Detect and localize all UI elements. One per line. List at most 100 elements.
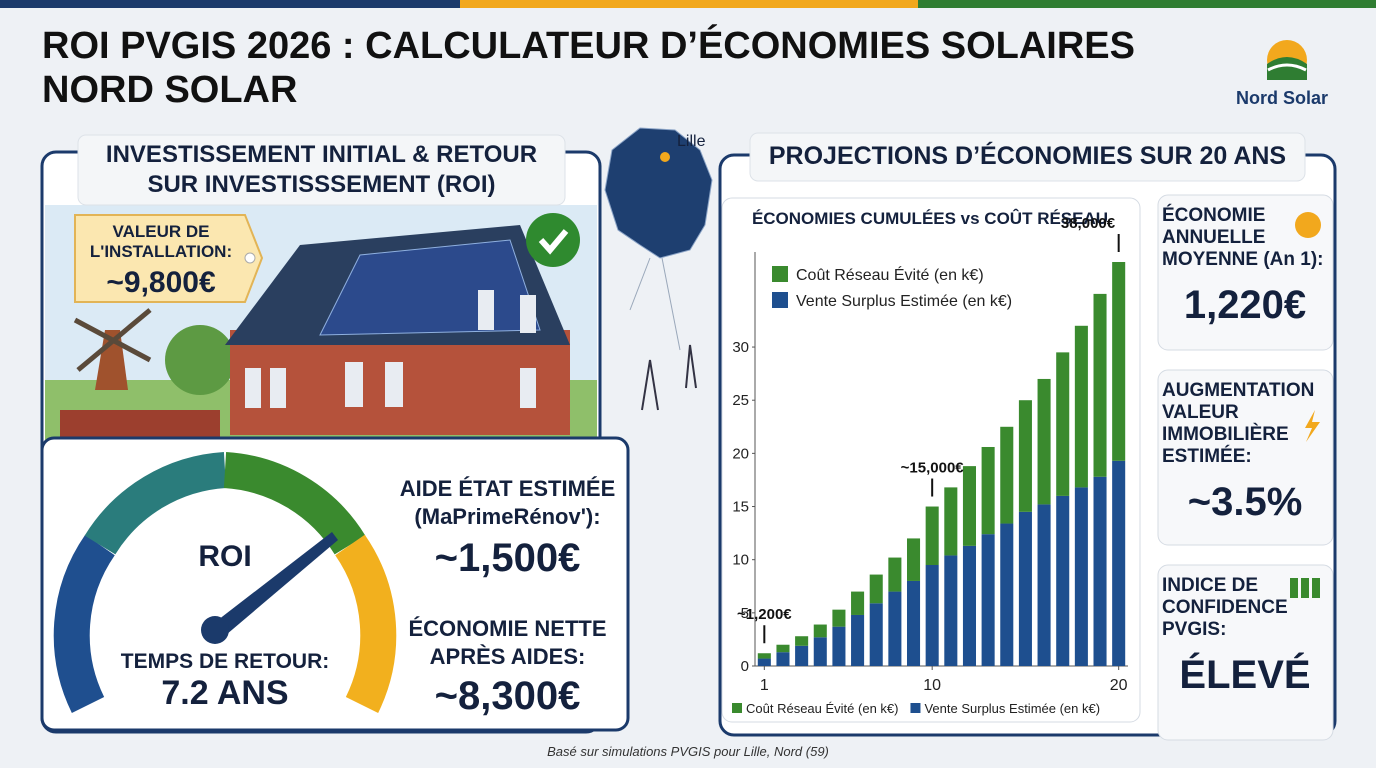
house-illustration <box>45 205 597 440</box>
net-value: ~8,300€ <box>434 674 581 718</box>
gauge <box>53 452 397 713</box>
legend-label: Coût Réseau Évité (en k€) <box>746 701 898 716</box>
bar-segment <box>1018 400 1032 512</box>
bar-segment <box>925 565 939 666</box>
label-line: MOYENNE (An 1): <box>1162 249 1324 270</box>
gauge-label: ROI <box>198 540 252 573</box>
price-tag-hole <box>244 252 256 264</box>
map <box>604 127 713 411</box>
label-line: ÉCONOMIE <box>1162 205 1266 226</box>
bar-segment <box>906 538 921 581</box>
bar-segment <box>1000 426 1014 524</box>
bolt-icon <box>1305 410 1320 442</box>
gauge-needle <box>205 532 338 640</box>
bar-segment <box>832 609 846 627</box>
x-tick-label: 10 <box>923 677 941 694</box>
bar-segment <box>795 645 809 666</box>
bar-segment <box>776 652 790 666</box>
left-title: INVESTISSEMENT INITIAL & RETOUR SUR INVE… <box>78 140 565 200</box>
stat-label: INDICE DE CONFIDENCE PVGIS: <box>1162 575 1302 641</box>
label-line: (MaPrimeRénov'): <box>414 504 601 529</box>
bar-segment <box>962 545 977 666</box>
install-label: VALEUR DE L'INSTALLATION: <box>75 222 247 262</box>
bar-segment <box>1093 293 1107 477</box>
roi-box <box>40 436 630 732</box>
net-label: ÉCONOMIE NETTE APRÈS AIDES: <box>390 615 625 671</box>
bar-segment <box>776 644 790 653</box>
title-line: INVESTISSEMENT INITIAL & RETOUR <box>105 141 538 168</box>
annotation: ~1,200€ <box>737 606 792 623</box>
annotation: 38,000€ <box>1061 215 1116 232</box>
bar-segment <box>888 591 902 666</box>
label-line: INDICE DE <box>1162 575 1259 596</box>
label-line: ANNUELLE <box>1162 227 1266 248</box>
label-line: PVGIS: <box>1162 619 1227 640</box>
stat-card <box>1157 194 1334 351</box>
bar-segment <box>851 591 865 615</box>
stripe <box>0 0 460 8</box>
label-line: CONFIDENCE <box>1162 597 1288 618</box>
label-line: AIDE ÉTAT ESTIMÉE <box>399 476 616 501</box>
bar-segment <box>1074 325 1088 488</box>
y-tick-label: 30 <box>732 339 749 356</box>
stripe <box>918 0 1376 8</box>
chart: ÉCONOMIES CUMULÉES vs COÛT RÉSEAU 0 5 10 15 2… <box>732 209 1128 716</box>
legend-swatch <box>772 292 788 308</box>
stat-card <box>1157 564 1334 741</box>
right-title-box <box>749 132 1306 182</box>
stat-card <box>1157 369 1334 546</box>
bar-segment <box>962 466 977 546</box>
y-tick-label: 0 <box>741 658 749 675</box>
money-icon <box>1295 212 1321 238</box>
payback-label: TEMPS DE RETOUR: <box>120 650 330 673</box>
label-line: AUGMENTATION <box>1162 380 1315 401</box>
bar-segment <box>851 614 865 666</box>
bar-segment <box>1112 460 1126 666</box>
aid-value: ~1,500€ <box>434 536 581 580</box>
label-line: VALEUR <box>1162 402 1239 423</box>
legend-label: Coût Réseau Évité (en k€) <box>796 265 984 284</box>
price-tag <box>74 214 264 303</box>
bar-segment <box>869 574 883 604</box>
bar-segment <box>813 624 827 638</box>
bar-segment <box>944 555 958 666</box>
y-tick-label: 20 <box>732 445 749 462</box>
bar-segment <box>813 637 827 666</box>
bar-segment <box>832 626 846 666</box>
page-title: ROI PVGIS 2026 : CALCULATEUR D’ÉCONOMIES… <box>42 24 1135 112</box>
stat-label: ÉCONOMIE ANNUELLE MOYENNE (An 1): <box>1162 205 1324 271</box>
x-tick-label: 20 <box>1110 677 1128 694</box>
bar-segment <box>906 580 921 666</box>
bar-segment <box>1093 476 1107 666</box>
aid-label: AIDE ÉTAT ESTIMÉE (MaPrimeRénov'): <box>390 475 625 531</box>
stat-value: ÉLEVÉ <box>1179 653 1311 697</box>
bar-segment <box>1037 504 1051 666</box>
stat-value: ~3.5% <box>1187 480 1303 524</box>
bar-segment <box>1074 487 1088 666</box>
y-tick-label: 10 <box>732 552 749 569</box>
bar-segment <box>925 506 939 565</box>
bar-segment <box>981 534 995 666</box>
right-title: PROJECTIONS D’ÉCONOMIES SUR 20 ANS <box>768 142 1287 170</box>
bar-segment <box>981 446 995 535</box>
title-line: ROI PVGIS 2026 : CALCULATEUR D’ÉCONOMIES… <box>42 25 1136 67</box>
label-line: APRÈS AIDES: <box>429 644 586 669</box>
battery-icon <box>1290 578 1320 598</box>
bar-segment <box>1000 523 1014 666</box>
legend-label: Vente Surplus Estimée (en k€) <box>924 701 1100 716</box>
check-mark <box>538 229 569 255</box>
stripe <box>460 0 918 8</box>
legend-swatch <box>732 703 742 713</box>
label-line: L'INSTALLATION: <box>89 242 233 261</box>
legend-label: Vente Surplus Estimée (en k€) <box>796 293 1012 310</box>
bar-segment <box>1037 378 1051 505</box>
check-badge <box>526 213 580 267</box>
title-line: SUR INVESTISSSEMENT (ROI) <box>147 171 496 198</box>
chart-card <box>721 197 1141 723</box>
bar-segment <box>869 603 883 666</box>
map-label: Lille <box>677 133 706 150</box>
bar-segment <box>1056 495 1070 666</box>
annotation: ~15,000€ <box>901 460 965 477</box>
